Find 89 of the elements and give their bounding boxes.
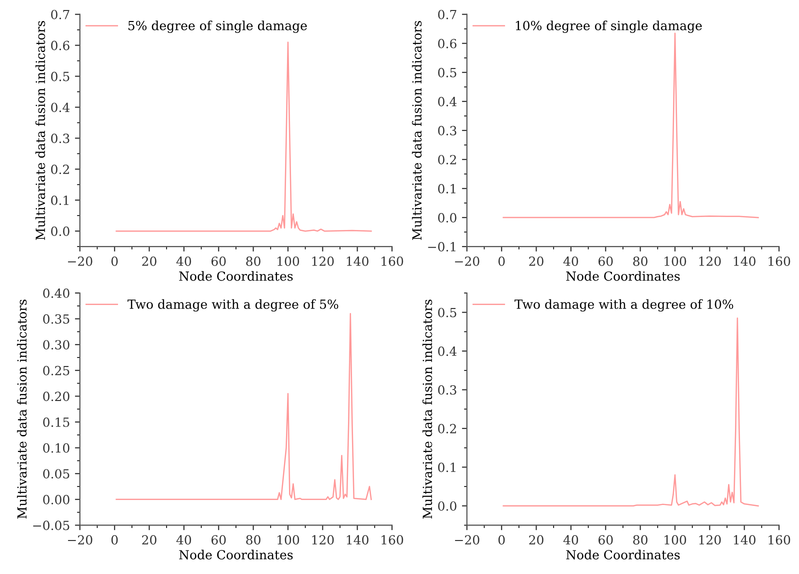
x-tick-label: 40 — [176, 256, 192, 266]
y-tick-label: 0.3 — [51, 134, 70, 144]
y-tick-label: 0.30 — [43, 340, 70, 350]
x-tick-label: 80 — [633, 535, 648, 545]
y-axis-title: Multivariate data fusion indicators — [412, 21, 422, 240]
x-tick-label: 120 — [312, 256, 334, 266]
y-tick-label: 0.1 — [51, 196, 68, 206]
x-tick-label: 120 — [312, 535, 334, 545]
y-tick-label: 0.4 — [51, 102, 70, 112]
line-series — [116, 42, 372, 232]
y-tick-label: 0.4 — [438, 346, 457, 356]
x-tick-label: 160 — [768, 256, 790, 266]
x-tick-label: 0 — [111, 256, 118, 266]
y-tick-label: 0.00 — [43, 494, 70, 504]
x-tick-label: 0 — [111, 535, 118, 545]
x-tick-label: 80 — [633, 256, 648, 266]
x-tick-label: 120 — [699, 256, 721, 266]
x-tick-label: 100 — [664, 535, 686, 545]
y-tick-label: 0.05 — [43, 469, 70, 479]
x-tick-label: 140 — [346, 256, 368, 266]
y-tick-label: 0.1 — [438, 462, 456, 472]
y-tick-label: 0.35 — [43, 314, 70, 324]
x-tick-label: 80 — [246, 535, 260, 545]
y-tick-label: 0.1 — [438, 184, 456, 194]
y-tick-label: −0.1 — [428, 242, 456, 252]
legend-label: Two damage with a degree of 5% — [128, 299, 338, 312]
y-tick-label: −0.05 — [33, 520, 70, 530]
line-series — [116, 313, 372, 500]
legend-label: Two damage with a degree of 10% — [514, 299, 734, 312]
y-tick-label: 0.0 — [438, 501, 456, 511]
y-tick-label: 0.5 — [438, 308, 456, 318]
x-tick-label: −20 — [455, 535, 480, 545]
x-tick-label: 140 — [346, 535, 368, 545]
y-tick-label: 0.0 — [51, 226, 70, 236]
x-tick-label: 0 — [498, 256, 505, 266]
y-tick-label: 0.5 — [51, 72, 70, 82]
x-tick-label: −20 — [68, 256, 92, 266]
x-tick-label: 40 — [563, 535, 578, 545]
x-tick-label: 100 — [278, 535, 300, 545]
x-axis-title: Node Coordinates — [566, 550, 680, 560]
x-tick-label: 60 — [212, 256, 226, 266]
x-axis-title: Node Coordinates — [179, 550, 293, 560]
y-tick-label: 0.2 — [438, 424, 456, 434]
y-tick-label: 0.4 — [438, 96, 457, 106]
y-tick-label: 0.7 — [438, 10, 456, 20]
x-tick-label: 120 — [699, 535, 721, 545]
x-tick-label: 40 — [563, 256, 578, 266]
x-tick-label: 20 — [142, 256, 156, 266]
line-series — [502, 318, 759, 506]
y-tick-label: 0.6 — [51, 40, 70, 50]
x-tick-label: 160 — [382, 535, 404, 545]
y-axis-title: Multivariate data fusion indicators — [16, 300, 27, 519]
x-tick-label: 20 — [529, 256, 544, 266]
line-series — [502, 32, 759, 218]
x-axis-title: Node Coordinates — [179, 271, 293, 281]
y-axis-title: Multivariate data fusion indicators — [35, 21, 46, 240]
y-tick-label: 0.15 — [43, 417, 70, 427]
y-tick-label: 0.0 — [438, 213, 456, 222]
x-tick-label: 0 — [498, 535, 505, 545]
y-tick-label: 0.3 — [438, 126, 456, 136]
x-axis-title: Node Coordinates — [566, 271, 680, 281]
legend-label: 10% degree of single damage — [516, 20, 702, 33]
x-tick-label: 20 — [142, 535, 156, 545]
x-tick-label: −20 — [455, 256, 480, 266]
legend-label: 5% degree of single damage — [128, 20, 307, 33]
x-tick-label: 100 — [664, 256, 686, 266]
y-tick-label: 0.2 — [51, 164, 69, 174]
x-tick-label: 160 — [382, 256, 404, 266]
x-tick-label: −20 — [68, 535, 92, 545]
x-tick-label: 60 — [598, 256, 613, 266]
x-tick-label: 100 — [278, 256, 300, 266]
x-tick-label: 80 — [246, 256, 260, 266]
x-tick-label: 60 — [598, 535, 613, 545]
y-tick-label: 0.20 — [43, 392, 70, 402]
y-tick-label: 0.3 — [438, 385, 456, 395]
y-axis-title: Multivariate data fusion indicators — [422, 300, 432, 519]
x-tick-label: 140 — [734, 535, 756, 545]
x-tick-label: 20 — [529, 535, 544, 545]
x-tick-label: 160 — [768, 535, 790, 545]
y-tick-label: 0.5 — [438, 68, 456, 78]
y-tick-label: 0.25 — [43, 366, 70, 376]
y-tick-label: 0.7 — [51, 10, 70, 20]
y-tick-label: 0.2 — [438, 154, 456, 164]
x-tick-label: 60 — [212, 535, 226, 545]
y-tick-label: 0.40 — [43, 288, 70, 298]
x-tick-label: 40 — [176, 535, 192, 545]
x-tick-label: 140 — [734, 256, 756, 266]
y-tick-label: 0.10 — [43, 443, 70, 453]
y-tick-label: 0.6 — [438, 38, 456, 48]
